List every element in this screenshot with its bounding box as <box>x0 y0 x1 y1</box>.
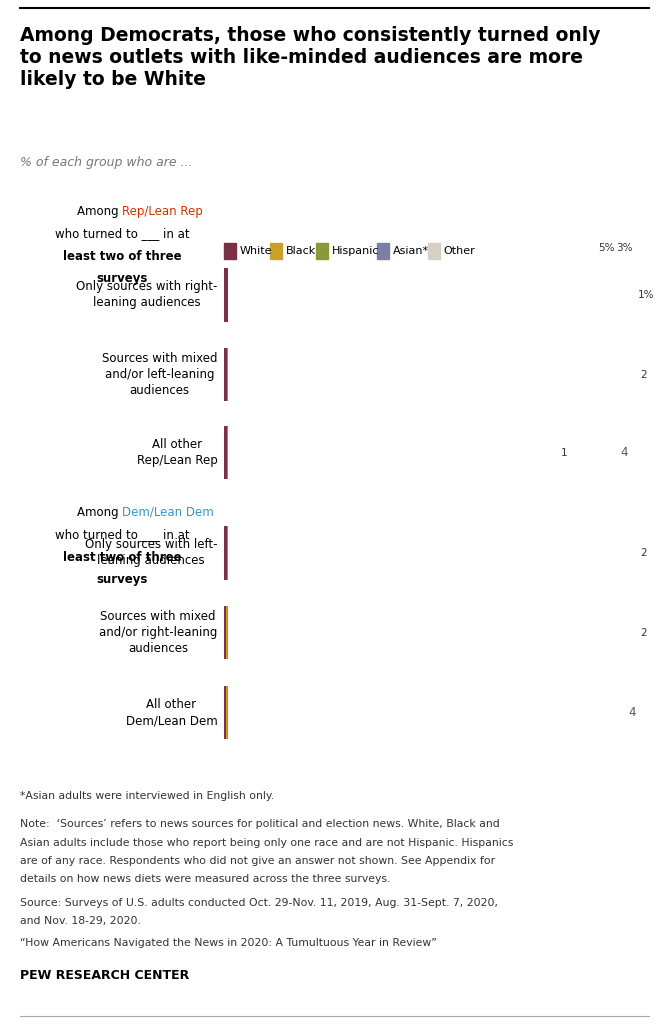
Bar <box>224 686 226 739</box>
Text: 3%: 3% <box>615 244 632 253</box>
Text: who turned to ___ in at: who turned to ___ in at <box>55 227 189 241</box>
Text: surveys: surveys <box>96 573 148 587</box>
Text: Among: Among <box>77 205 122 218</box>
Text: 4: 4 <box>620 446 628 459</box>
Text: Black: Black <box>286 246 316 256</box>
Text: who turned to ___ in at: who turned to ___ in at <box>55 528 189 542</box>
Text: Dem/Lean Dem: Dem/Lean Dem <box>122 506 214 519</box>
Text: 21: 21 <box>556 627 571 639</box>
Text: 5: 5 <box>614 369 622 381</box>
Bar <box>224 526 227 580</box>
Text: 9: 9 <box>568 547 575 559</box>
Text: All other
Dem/Lean Dem: All other Dem/Lean Dem <box>126 698 217 727</box>
Text: 29: 29 <box>452 627 467 639</box>
Text: 9: 9 <box>605 547 613 559</box>
Text: 2: 2 <box>640 628 646 638</box>
Text: surveys: surveys <box>96 272 148 286</box>
Text: least two of three: least two of three <box>63 551 181 564</box>
Text: Hispanic: Hispanic <box>332 246 379 256</box>
Text: and Nov. 18-29, 2020.: and Nov. 18-29, 2020. <box>20 916 141 927</box>
Bar <box>226 606 227 659</box>
Text: <1%: <1% <box>570 290 595 300</box>
Text: Note:  ‘Sources’ refers to news sources for political and election news. White, : Note: ‘Sources’ refers to news sources f… <box>20 819 500 829</box>
Text: Only sources with right-
leaning audiences: Only sources with right- leaning audienc… <box>76 281 217 309</box>
Text: Asian*: Asian* <box>393 246 429 256</box>
Text: Sources with mixed
and/or left-leaning
audiences: Sources with mixed and/or left-leaning a… <box>102 352 217 397</box>
Text: 76: 76 <box>375 369 390 381</box>
Text: 4: 4 <box>628 707 636 719</box>
Text: *Asian adults were interviewed in English only.: *Asian adults were interviewed in Englis… <box>20 791 274 801</box>
Text: PEW RESEARCH CENTER: PEW RESEARCH CENTER <box>20 969 189 982</box>
Text: are of any race. Respondents who did not give an answer not shown. See Appendix : are of any race. Respondents who did not… <box>20 856 495 866</box>
Text: 8: 8 <box>533 547 540 559</box>
Text: Only sources with left-
leaning audiences: Only sources with left- leaning audience… <box>85 539 217 567</box>
Text: Other: Other <box>444 246 475 256</box>
Text: 1: 1 <box>561 447 567 458</box>
Bar <box>227 606 228 659</box>
Text: Source: Surveys of U.S. adults conducted Oct. 29-Nov. 11, 2019, Aug. 31-Sept. 7,: Source: Surveys of U.S. adults conducted… <box>20 898 498 908</box>
Text: Among Democrats, those who consistently turned only
to news outlets with like-mi: Among Democrats, those who consistently … <box>20 26 601 89</box>
Bar <box>224 426 227 479</box>
Text: White: White <box>240 246 272 256</box>
Text: Asian adults include those who report being only one race and are not Hispanic. : Asian adults include those who report be… <box>20 838 513 848</box>
Text: 42: 42 <box>304 627 319 639</box>
Text: 5: 5 <box>614 627 622 639</box>
Bar <box>224 606 226 659</box>
Text: 5%: 5% <box>598 244 615 253</box>
Bar <box>224 268 227 322</box>
Text: “How Americans Navigated the News in 2020: A Tumultuous Year in Review”: “How Americans Navigated the News in 202… <box>20 938 437 948</box>
Text: 79: 79 <box>381 446 396 459</box>
Text: 3: 3 <box>605 446 613 459</box>
Text: 11: 11 <box>573 446 587 459</box>
Text: 71: 71 <box>365 547 379 559</box>
Text: details on how news diets were measured across the three surveys.: details on how news diets were measured … <box>20 874 391 885</box>
Text: Rep/Lean Rep: Rep/Lean Rep <box>122 205 203 218</box>
Text: 2: 2 <box>640 370 646 380</box>
Text: 89%: 89% <box>395 289 423 301</box>
Text: 16: 16 <box>458 707 473 719</box>
Text: Sources with mixed
and/or right-leaning
audiences: Sources with mixed and/or right-leaning … <box>99 610 217 655</box>
Text: All other
Rep/Lean Rep: All other Rep/Lean Rep <box>136 438 217 467</box>
Text: 6: 6 <box>607 707 615 719</box>
Bar <box>224 348 227 401</box>
Text: % of each group who are ...: % of each group who are ... <box>20 156 193 169</box>
Text: 13: 13 <box>573 369 587 381</box>
Text: 24: 24 <box>541 707 557 719</box>
Text: least two of three: least two of three <box>63 250 181 263</box>
Text: 3: 3 <box>543 369 551 381</box>
Text: 50: 50 <box>321 707 336 719</box>
Text: Among: Among <box>77 506 122 519</box>
Text: 1%: 1% <box>638 290 654 300</box>
Text: 2: 2 <box>640 548 646 558</box>
